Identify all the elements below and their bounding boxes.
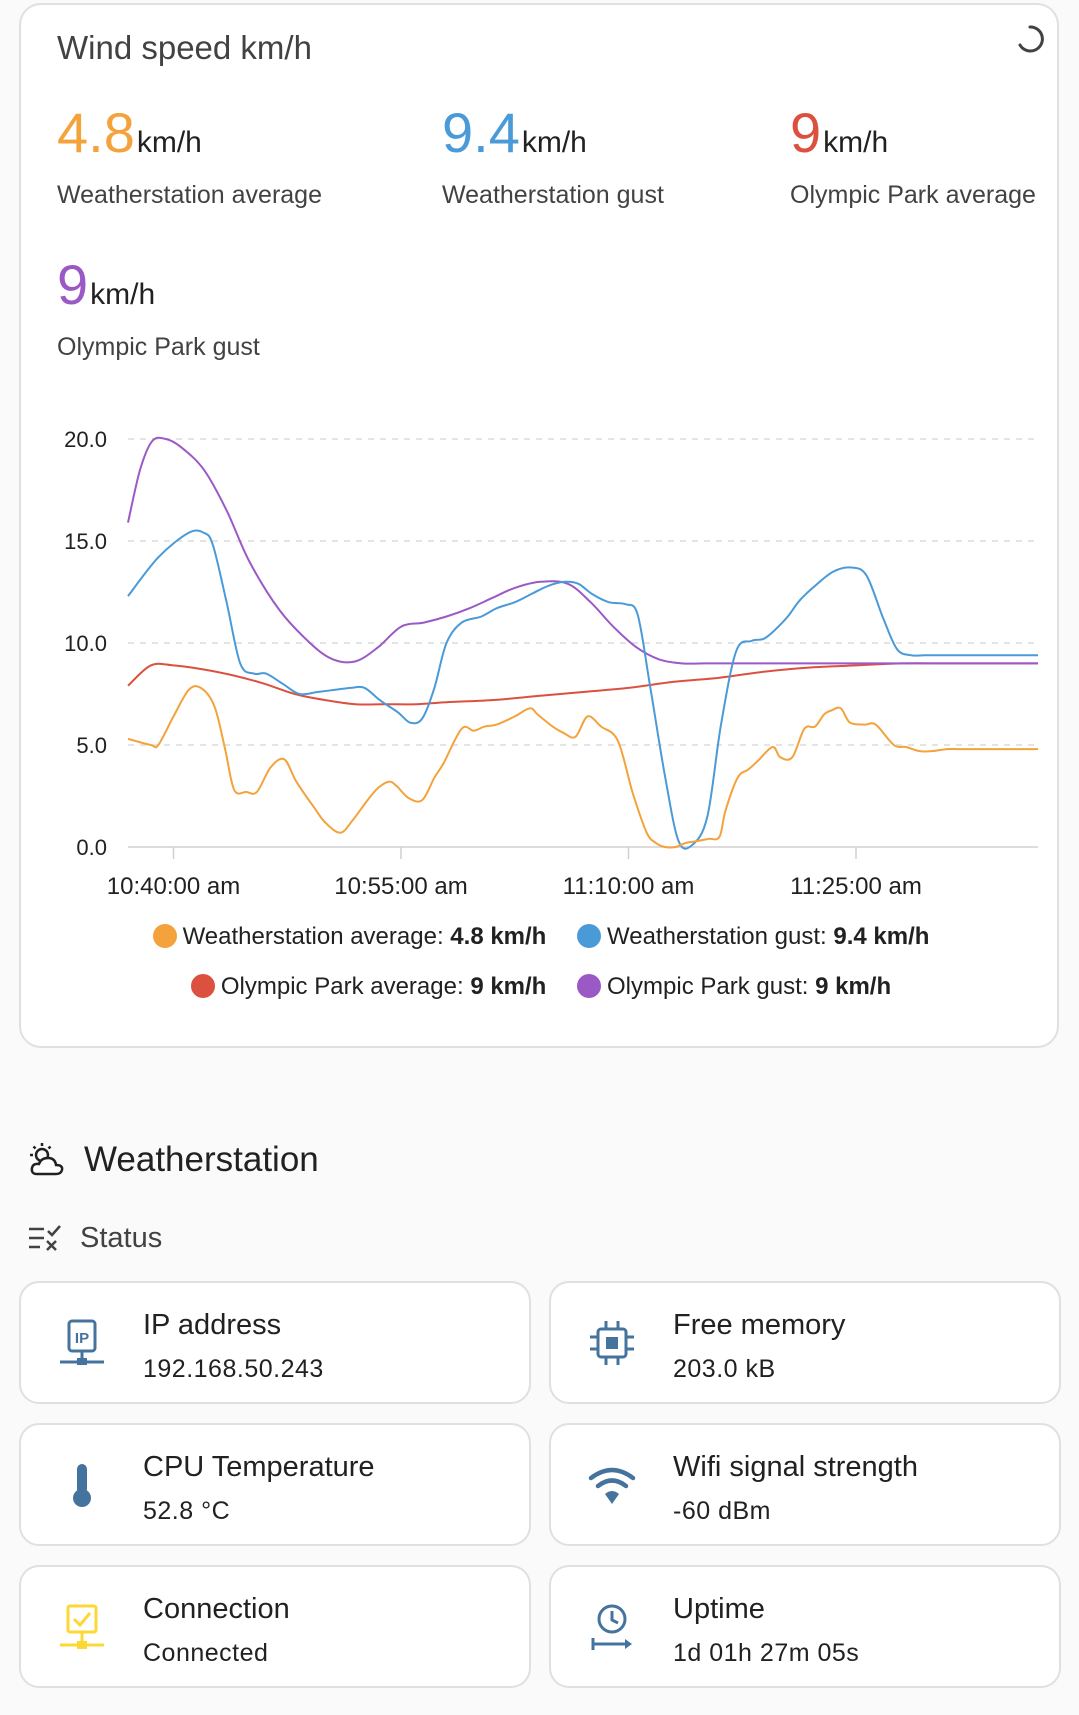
legend-dot bbox=[577, 924, 602, 948]
y-tick-label: 0.0 bbox=[76, 835, 107, 860]
legend-item-olympic-park-gust[interactable]: Olympic Park gust: 9 km/h bbox=[577, 973, 891, 1001]
legend-value: 9 km/h bbox=[815, 973, 892, 1000]
tile-value: 52.8 °C bbox=[143, 1497, 231, 1525]
section-weatherstation: Weatherstation bbox=[28, 1140, 319, 1180]
tile-free-memory[interactable]: Free memory 203.0 kB bbox=[549, 1281, 1061, 1404]
chart-legend: Weatherstation average: 4.8 km/h Weather… bbox=[21, 923, 1061, 1001]
series-line-olympic-park-average bbox=[127, 662, 1038, 706]
tile-name: Connection bbox=[143, 1593, 290, 1625]
tile-name: Wifi signal strength bbox=[673, 1451, 918, 1483]
y-tick-label: 5.0 bbox=[76, 733, 107, 758]
wifi-icon bbox=[588, 1467, 636, 1504]
series-line-weatherstation-average bbox=[127, 685, 1038, 849]
legend-item-weatherstation-average[interactable]: Weatherstation average: 4.8 km/h bbox=[152, 923, 547, 951]
tile-value: 192.168.50.243 bbox=[143, 1355, 324, 1383]
tile-value: Connected bbox=[143, 1639, 269, 1667]
legend-dot bbox=[577, 974, 602, 998]
legend-dot bbox=[190, 974, 215, 998]
thermometer-icon bbox=[73, 1464, 91, 1507]
series-line-olympic-park-gust bbox=[127, 436, 1038, 665]
legend-name: Olympic Park gust bbox=[607, 973, 802, 1000]
legend-value: 9.4 km/h bbox=[833, 923, 930, 950]
x-tick-label: 11:25:00 am bbox=[790, 873, 922, 900]
x-tick-label: 10:40:00 am bbox=[107, 873, 240, 900]
series-line-weatherstation-gust bbox=[127, 529, 1039, 850]
tile-value: 203.0 kB bbox=[673, 1355, 776, 1383]
tile-uptime[interactable]: Uptime 1d 01h 27m 05s bbox=[549, 1565, 1061, 1688]
section-title: Weatherstation bbox=[84, 1140, 319, 1179]
format-list-checks-icon bbox=[29, 1224, 61, 1251]
stat-unit: km/h bbox=[136, 126, 202, 159]
tile-cpu-temperature[interactable]: CPU Temperature 52.8 °C bbox=[19, 1423, 531, 1546]
tile-name: CPU Temperature bbox=[143, 1451, 375, 1483]
stat-label: Olympic Park gust bbox=[57, 333, 260, 361]
legend-value: 4.8 km/h bbox=[450, 923, 547, 950]
stat-weatherstation-average: 4.8km/h Weatherstation average bbox=[57, 105, 322, 210]
stat-unit: km/h bbox=[823, 126, 889, 159]
wind-speed-chart[interactable]: 0.0 5.0 10.0 15.0 20.0 10:40:00 am 10:55:00 am… bbox=[21, 5, 1057, 905]
legend-name: Weatherstation average bbox=[182, 923, 437, 950]
y-tick-label: 20.0 bbox=[64, 427, 107, 452]
stat-label: Weatherstation average bbox=[57, 181, 322, 209]
stat-weatherstation-gust: 9.4km/h Weatherstation gust bbox=[442, 105, 664, 210]
subsection-title: Status bbox=[80, 1222, 163, 1254]
stat-label: Olympic Park average bbox=[790, 181, 1036, 209]
y-tick-label: 10.0 bbox=[64, 631, 107, 656]
chip-icon bbox=[590, 1321, 634, 1365]
tile-value: 1d 01h 27m 05s bbox=[673, 1639, 860, 1667]
legend-value: 9 km/h bbox=[470, 973, 547, 1000]
stat-olympic-park-gust: 9km/h Olympic Park gust bbox=[57, 257, 260, 362]
tile-name: Uptime bbox=[673, 1593, 765, 1625]
legend-item-olympic-park-average[interactable]: Olympic Park average: 9 km/h bbox=[190, 973, 547, 1001]
y-tick-label: 15.0 bbox=[64, 529, 107, 554]
loading-spinner-icon bbox=[1018, 25, 1044, 53]
tile-name: IP address bbox=[143, 1309, 282, 1341]
card-title: Wind speed km/h bbox=[57, 29, 312, 66]
stat-olympic-park-average: 9km/h Olympic Park average bbox=[790, 105, 1036, 210]
stat-label: Weatherstation gust bbox=[442, 181, 664, 209]
lan-connect-icon bbox=[60, 1604, 104, 1649]
legend-row-1: Weatherstation average: 4.8 km/h Weather… bbox=[21, 923, 1061, 951]
stat-unit: km/h bbox=[521, 126, 587, 159]
x-tick-label: 11:10:00 am bbox=[563, 873, 695, 900]
legend-name: Olympic Park average bbox=[220, 973, 457, 1000]
x-tick-label: 10:55:00 am bbox=[334, 873, 467, 900]
stat-value: 9 bbox=[57, 253, 89, 316]
tile-ip-address[interactable]: IP IP address 192.168.50.243 bbox=[19, 1281, 531, 1404]
subsection-status: Status bbox=[28, 1222, 162, 1255]
tile-wifi-signal-strength[interactable]: Wifi signal strength -60 dBm bbox=[549, 1423, 1061, 1546]
tile-connection[interactable]: Connection Connected bbox=[19, 1565, 531, 1688]
wind-speed-card[interactable]: Wind speed km/h 4.8km/h Weatherstation a… bbox=[19, 3, 1059, 1048]
ip-network-icon: IP bbox=[60, 1319, 104, 1365]
stat-value: 9 bbox=[790, 101, 822, 164]
legend-item-weatherstation-gust[interactable]: Weatherstation gust: 9.4 km/h bbox=[577, 923, 929, 951]
svg-text:IP: IP bbox=[75, 1330, 89, 1347]
stat-unit: km/h bbox=[90, 278, 156, 311]
clock-start-icon bbox=[591, 1604, 632, 1650]
weather-partly-cloudy-icon bbox=[30, 1143, 64, 1176]
legend-name: Weatherstation gust bbox=[607, 923, 821, 950]
legend-row-2: Olympic Park average: 9 km/h Olympic Par… bbox=[21, 973, 1061, 1001]
stat-value: 9.4 bbox=[442, 101, 520, 164]
tile-name: Free memory bbox=[673, 1309, 846, 1341]
stat-value: 4.8 bbox=[57, 101, 135, 164]
legend-dot bbox=[152, 924, 177, 948]
tile-value: -60 dBm bbox=[673, 1497, 771, 1525]
